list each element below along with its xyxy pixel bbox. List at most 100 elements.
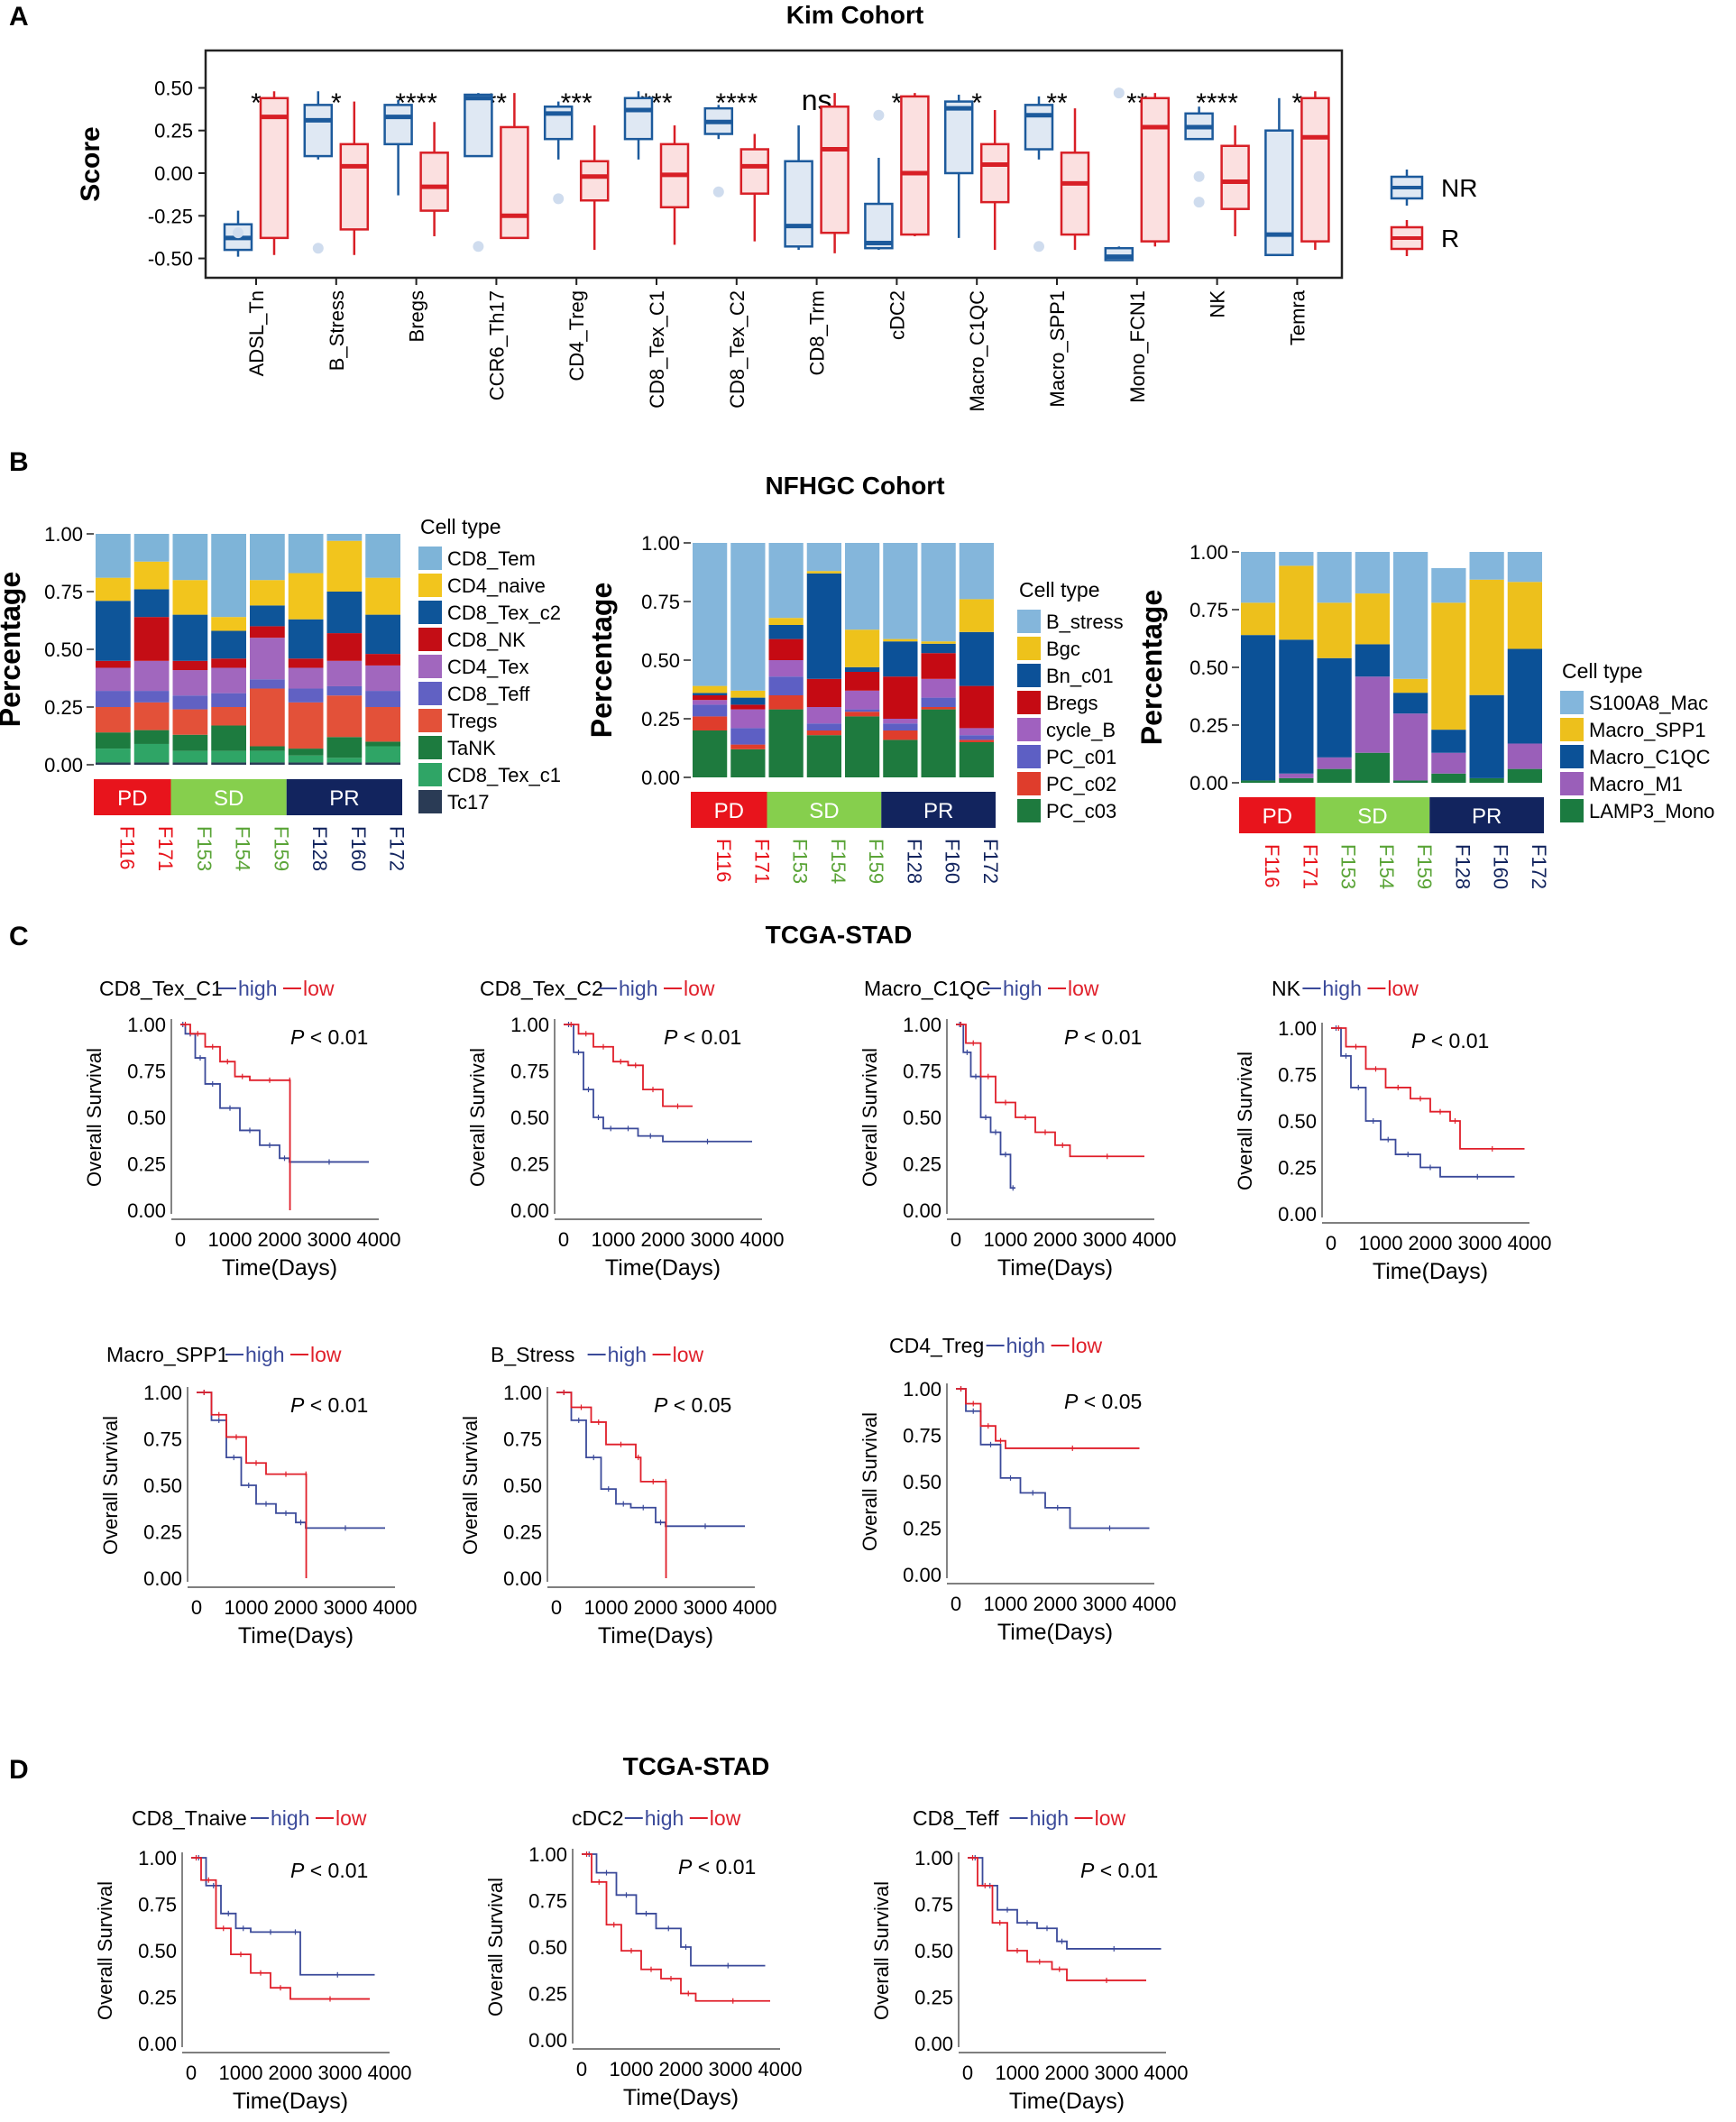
y-tick-label: 0.75 — [903, 1425, 941, 1447]
km-curve-high — [956, 1024, 1015, 1190]
bar-segment — [1393, 678, 1428, 694]
y-tick-label: 0.00 — [143, 1567, 182, 1590]
box-nr — [864, 202, 894, 250]
bar-segment — [96, 707, 131, 733]
bar-segment — [883, 676, 918, 719]
x-tick-label: 3000 — [1458, 1232, 1502, 1254]
bar-segment — [172, 534, 208, 581]
bar-segment — [1279, 639, 1314, 774]
bar-segment — [1431, 602, 1466, 730]
x-tick-label: 2000 — [659, 2058, 703, 2081]
x-axis-label: Time(Days) — [598, 1623, 713, 1649]
x-tick-label: 4000 — [1144, 2062, 1189, 2084]
bar-segment — [1355, 676, 1390, 753]
group-label: PD — [714, 799, 744, 823]
x-tick-label: 1000 — [996, 2062, 1040, 2084]
group-label: PD — [1263, 804, 1292, 829]
y-tick-label: 0.00 — [44, 754, 83, 776]
p-value: P < 0.05 — [654, 1393, 731, 1417]
legend-label: Bn_c01 — [1046, 665, 1114, 687]
legend-swatch — [1017, 664, 1041, 687]
plot-frame — [204, 49, 1344, 280]
legend-label-nr: NR — [1441, 174, 1477, 202]
bar-segment — [326, 758, 363, 763]
bar-segment — [250, 746, 285, 751]
y-tick-label: 1.00 — [510, 1014, 549, 1036]
p-value-symbol: P — [290, 1025, 305, 1049]
x-axis-label: Time(Days) — [238, 1623, 354, 1649]
x-tick-label: 2000 — [634, 1596, 678, 1619]
legend-label: Tregs — [447, 710, 497, 732]
bar-segment — [211, 667, 246, 694]
legend-swatch — [1560, 691, 1584, 714]
y-tick-label: 0.75 — [1189, 599, 1228, 621]
y-tick-label: 1.00 — [138, 1847, 177, 1869]
x-tick-label: 4000 — [357, 1228, 401, 1251]
bar-segment — [133, 617, 170, 661]
legend-swatch — [418, 763, 442, 786]
km-title: CD8_Tnaive — [132, 1806, 247, 1830]
y-tick-label: 0.50 — [903, 1107, 941, 1129]
bar-segment — [883, 730, 918, 740]
p-value: P < 0.01 — [290, 1393, 368, 1417]
legend-swatch — [418, 601, 442, 624]
p-value-text: < 0.01 — [1094, 1859, 1158, 1882]
p-value-text: < 0.05 — [667, 1393, 731, 1417]
bar-segment — [1241, 552, 1276, 603]
bar-segment — [250, 750, 285, 763]
y-axis-label: Percentage — [1135, 590, 1168, 746]
legend-swatch — [1017, 772, 1041, 795]
box-outlier — [1193, 197, 1205, 208]
bar-segment — [365, 654, 400, 666]
box-outlier — [1193, 170, 1205, 182]
bar-segment — [730, 543, 766, 691]
y-tick-label: 0.25 — [44, 696, 83, 719]
bar-segment — [172, 750, 208, 763]
y-tick-label: 0.25 — [127, 1153, 166, 1176]
y-tick-label: 0.25 — [510, 1153, 549, 1176]
bar-segment — [250, 762, 285, 765]
legend-low-label: low — [1068, 977, 1099, 1000]
box-r — [739, 148, 770, 195]
x-tick-label: 1000 — [219, 2062, 263, 2084]
y-tick-label: 0.00 — [1278, 1203, 1317, 1226]
x-tick-label: 4000 — [373, 1596, 418, 1619]
bar-segment — [1355, 644, 1390, 677]
group-bar-pd — [691, 792, 767, 828]
bar-segment — [250, 580, 285, 606]
legend-swatch — [1560, 799, 1584, 822]
legend-low-label: low — [1095, 1806, 1126, 1830]
legend-high-label: high — [1006, 1334, 1045, 1357]
legend-label: LAMP3_Mono — [1589, 800, 1714, 822]
y-tick-label: 0.00 — [510, 1199, 549, 1222]
sample-label: F154 — [232, 826, 254, 871]
bar-segment — [768, 543, 804, 619]
sample-label: F159 — [865, 839, 887, 884]
x-tick-label: CD8_Tex_C1 — [646, 290, 668, 409]
bar-segment — [768, 676, 804, 695]
legend-label: PC_c02 — [1046, 773, 1116, 795]
x-tick-label: 4000 — [1133, 1228, 1177, 1251]
bar-segment — [693, 700, 728, 705]
p-value-symbol: P — [290, 1859, 305, 1882]
bar-segment — [172, 614, 208, 661]
legend-swatch — [418, 682, 442, 705]
panel-b-letter: B — [9, 447, 29, 477]
bar-segment — [133, 702, 170, 730]
bar-segment — [96, 534, 131, 578]
bar-segment — [365, 534, 400, 578]
bar-segment — [211, 630, 246, 659]
p-value-text: < 0.05 — [1078, 1390, 1142, 1413]
sample-label: F171 — [750, 839, 773, 884]
bar-segment — [730, 728, 766, 745]
bar-segment — [288, 619, 324, 659]
legend-swatch — [1017, 637, 1041, 660]
y-tick-label: 0.75 — [127, 1061, 166, 1083]
legend-label: cycle_B — [1046, 719, 1116, 741]
y-axis-label: Overall Survival — [870, 1881, 893, 2020]
x-tick-label: 0 — [1326, 1232, 1336, 1254]
km-title: CD8_Tex_C2 — [480, 977, 603, 1000]
bar-segment — [1393, 693, 1428, 714]
legend-swatch — [1560, 718, 1584, 741]
